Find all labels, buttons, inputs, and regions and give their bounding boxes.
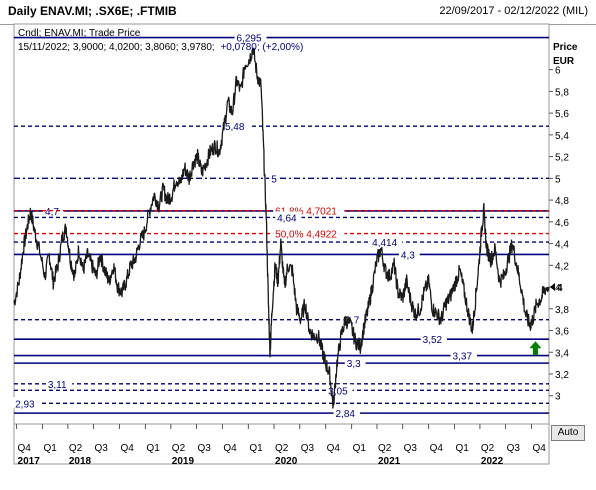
legend-line-1: Cndl; ENAV.MI; Trade Price <box>18 28 141 39</box>
level-label-bg <box>450 349 477 361</box>
x-tick-label: Q1 <box>249 443 263 454</box>
level-label: 4,64 <box>277 213 297 224</box>
level-label-bg <box>344 357 366 369</box>
x-tick-label: Q2 <box>378 443 392 454</box>
y-tick-label: 5,8 <box>555 87 569 98</box>
x-tick-label: Q4 <box>120 443 134 454</box>
series-group <box>13 47 550 409</box>
x-year-label: 2018 <box>69 456 92 467</box>
legend-ohlc: 15/11/2022; 3,9000; 4,0200; 3,8060; 3,97… <box>18 42 215 53</box>
x-tick-label: Q3 <box>404 443 418 454</box>
auto-scale-button[interactable]: Auto <box>551 425 585 441</box>
y-tick-label: 4,4 <box>555 240 569 251</box>
level-label-bg <box>269 172 279 184</box>
level-label: 4,414 <box>372 238 397 249</box>
level-label-bg <box>275 211 302 223</box>
level-label: 3,52 <box>423 335 443 346</box>
level-label-bg <box>273 204 345 216</box>
y-tick-label: 4 <box>555 283 561 294</box>
y-tick-label: 4,6 <box>555 218 569 229</box>
x-tick-label: Q3 <box>197 443 211 454</box>
level-label: 5,48 <box>225 122 245 133</box>
level-label-bg <box>43 204 64 216</box>
y-tick-label: 5 <box>555 174 561 185</box>
level-label: 2,84 <box>336 409 356 420</box>
y-axis: 3 3,2 3,4 3,6 3,8 4 4,2 4,4 4,6 4,8 5 5,2 5,4 5,6 5,8 6… <box>549 66 569 403</box>
level-label: 3,37 <box>453 352 473 363</box>
y-tick-label: 3,6 <box>555 327 569 338</box>
x-tick-label: Q2 <box>275 443 289 454</box>
chart-title: Daily ENAV.MI; .SX6E; .FTMIB <box>8 4 177 18</box>
annotations-group <box>529 341 542 356</box>
level-label: 5 <box>271 174 277 185</box>
x-tick-label: Q3 <box>507 443 521 454</box>
y-tick-label: 4,8 <box>555 196 569 207</box>
level-label: 4,7 <box>45 207 59 218</box>
y-tick-label: 3 <box>555 392 561 403</box>
level-label: 3,11 <box>48 380 67 391</box>
level-label-bg <box>13 397 40 409</box>
y-tick-label: 5,4 <box>555 131 569 142</box>
x-tick-label: Q1 <box>353 443 367 454</box>
up-arrow-icon <box>529 341 542 356</box>
price-axis-label: Price <box>553 42 578 53</box>
level-label-bg <box>234 31 267 43</box>
level-label-bg <box>326 384 353 396</box>
y-tick-label: 3,8 <box>555 305 569 316</box>
currency-axis-label: EUR <box>553 56 575 67</box>
y-tick-label: 4,2 <box>555 261 569 272</box>
y-tick-label: 3,4 <box>555 348 569 359</box>
x-tick-label: Q4 <box>18 443 32 454</box>
x-axis-area <box>13 423 550 465</box>
y-tick-label: 5,6 <box>555 109 569 120</box>
x-tick-label: Q4 <box>223 443 237 454</box>
x-year-label: 2021 <box>378 456 401 467</box>
y-tick-label: 6 <box>555 66 561 77</box>
level-label: 3,05 <box>328 386 348 397</box>
level-label-bg <box>333 407 360 419</box>
legend-change: +0,0780; (+2,00%) <box>220 42 303 53</box>
x-year-label: 2020 <box>275 456 298 467</box>
x-tick-label: Q1 <box>43 443 57 454</box>
chart-header: Daily ENAV.MI; .SX6E; .FTMIB 22/09/2017 … <box>0 0 596 25</box>
level-label: 61,8% 4,7021 <box>275 207 337 218</box>
y-tick-label: 5,2 <box>555 153 569 164</box>
level-label: 50,0% 4,4922 <box>275 230 337 241</box>
x-year-label: 2017 <box>18 456 41 467</box>
x-tick-label: Q4 <box>533 443 547 454</box>
date-range: 22/09/2017 - 02/12/2022 (MIL) <box>439 5 588 17</box>
level-label-bg <box>420 333 448 345</box>
level-label: 4,3 <box>401 250 415 261</box>
x-year-label: 2022 <box>481 456 504 467</box>
y-tick-label: 3,2 <box>555 370 569 381</box>
x-tick-label: Q2 <box>481 443 495 454</box>
level-label-bg <box>370 236 403 248</box>
level-label: 2,93 <box>15 399 35 410</box>
level-label-bg <box>45 377 73 389</box>
legend-line-2: 15/11/2022; 3,9000; 4,0200; 3,8060; 3,97… <box>18 42 303 53</box>
x-tick-label: Q2 <box>69 443 83 454</box>
x-tick-label: Q4 <box>327 443 341 454</box>
level-label: 3,3 <box>347 359 361 370</box>
x-tick-label: Q2 <box>172 443 186 454</box>
level-label-bg <box>222 120 250 132</box>
level-label: 3,7 <box>345 316 359 327</box>
last-value-marker <box>550 283 555 292</box>
last-value-label: 4 <box>557 283 563 294</box>
level-label-bg <box>343 313 365 325</box>
x-tick-label: Q1 <box>456 443 470 454</box>
x-tick-label: Q3 <box>95 443 109 454</box>
x-tick-label: Q4 <box>430 443 444 454</box>
x-tick-label: Q3 <box>301 443 315 454</box>
level-label: 6,295 <box>237 34 262 45</box>
x-tick-label: Q1 <box>146 443 160 454</box>
level-label-bg <box>273 227 345 239</box>
series-line <box>13 47 550 409</box>
x-year-label: 2019 <box>172 456 195 467</box>
level-label-bg <box>398 248 420 260</box>
